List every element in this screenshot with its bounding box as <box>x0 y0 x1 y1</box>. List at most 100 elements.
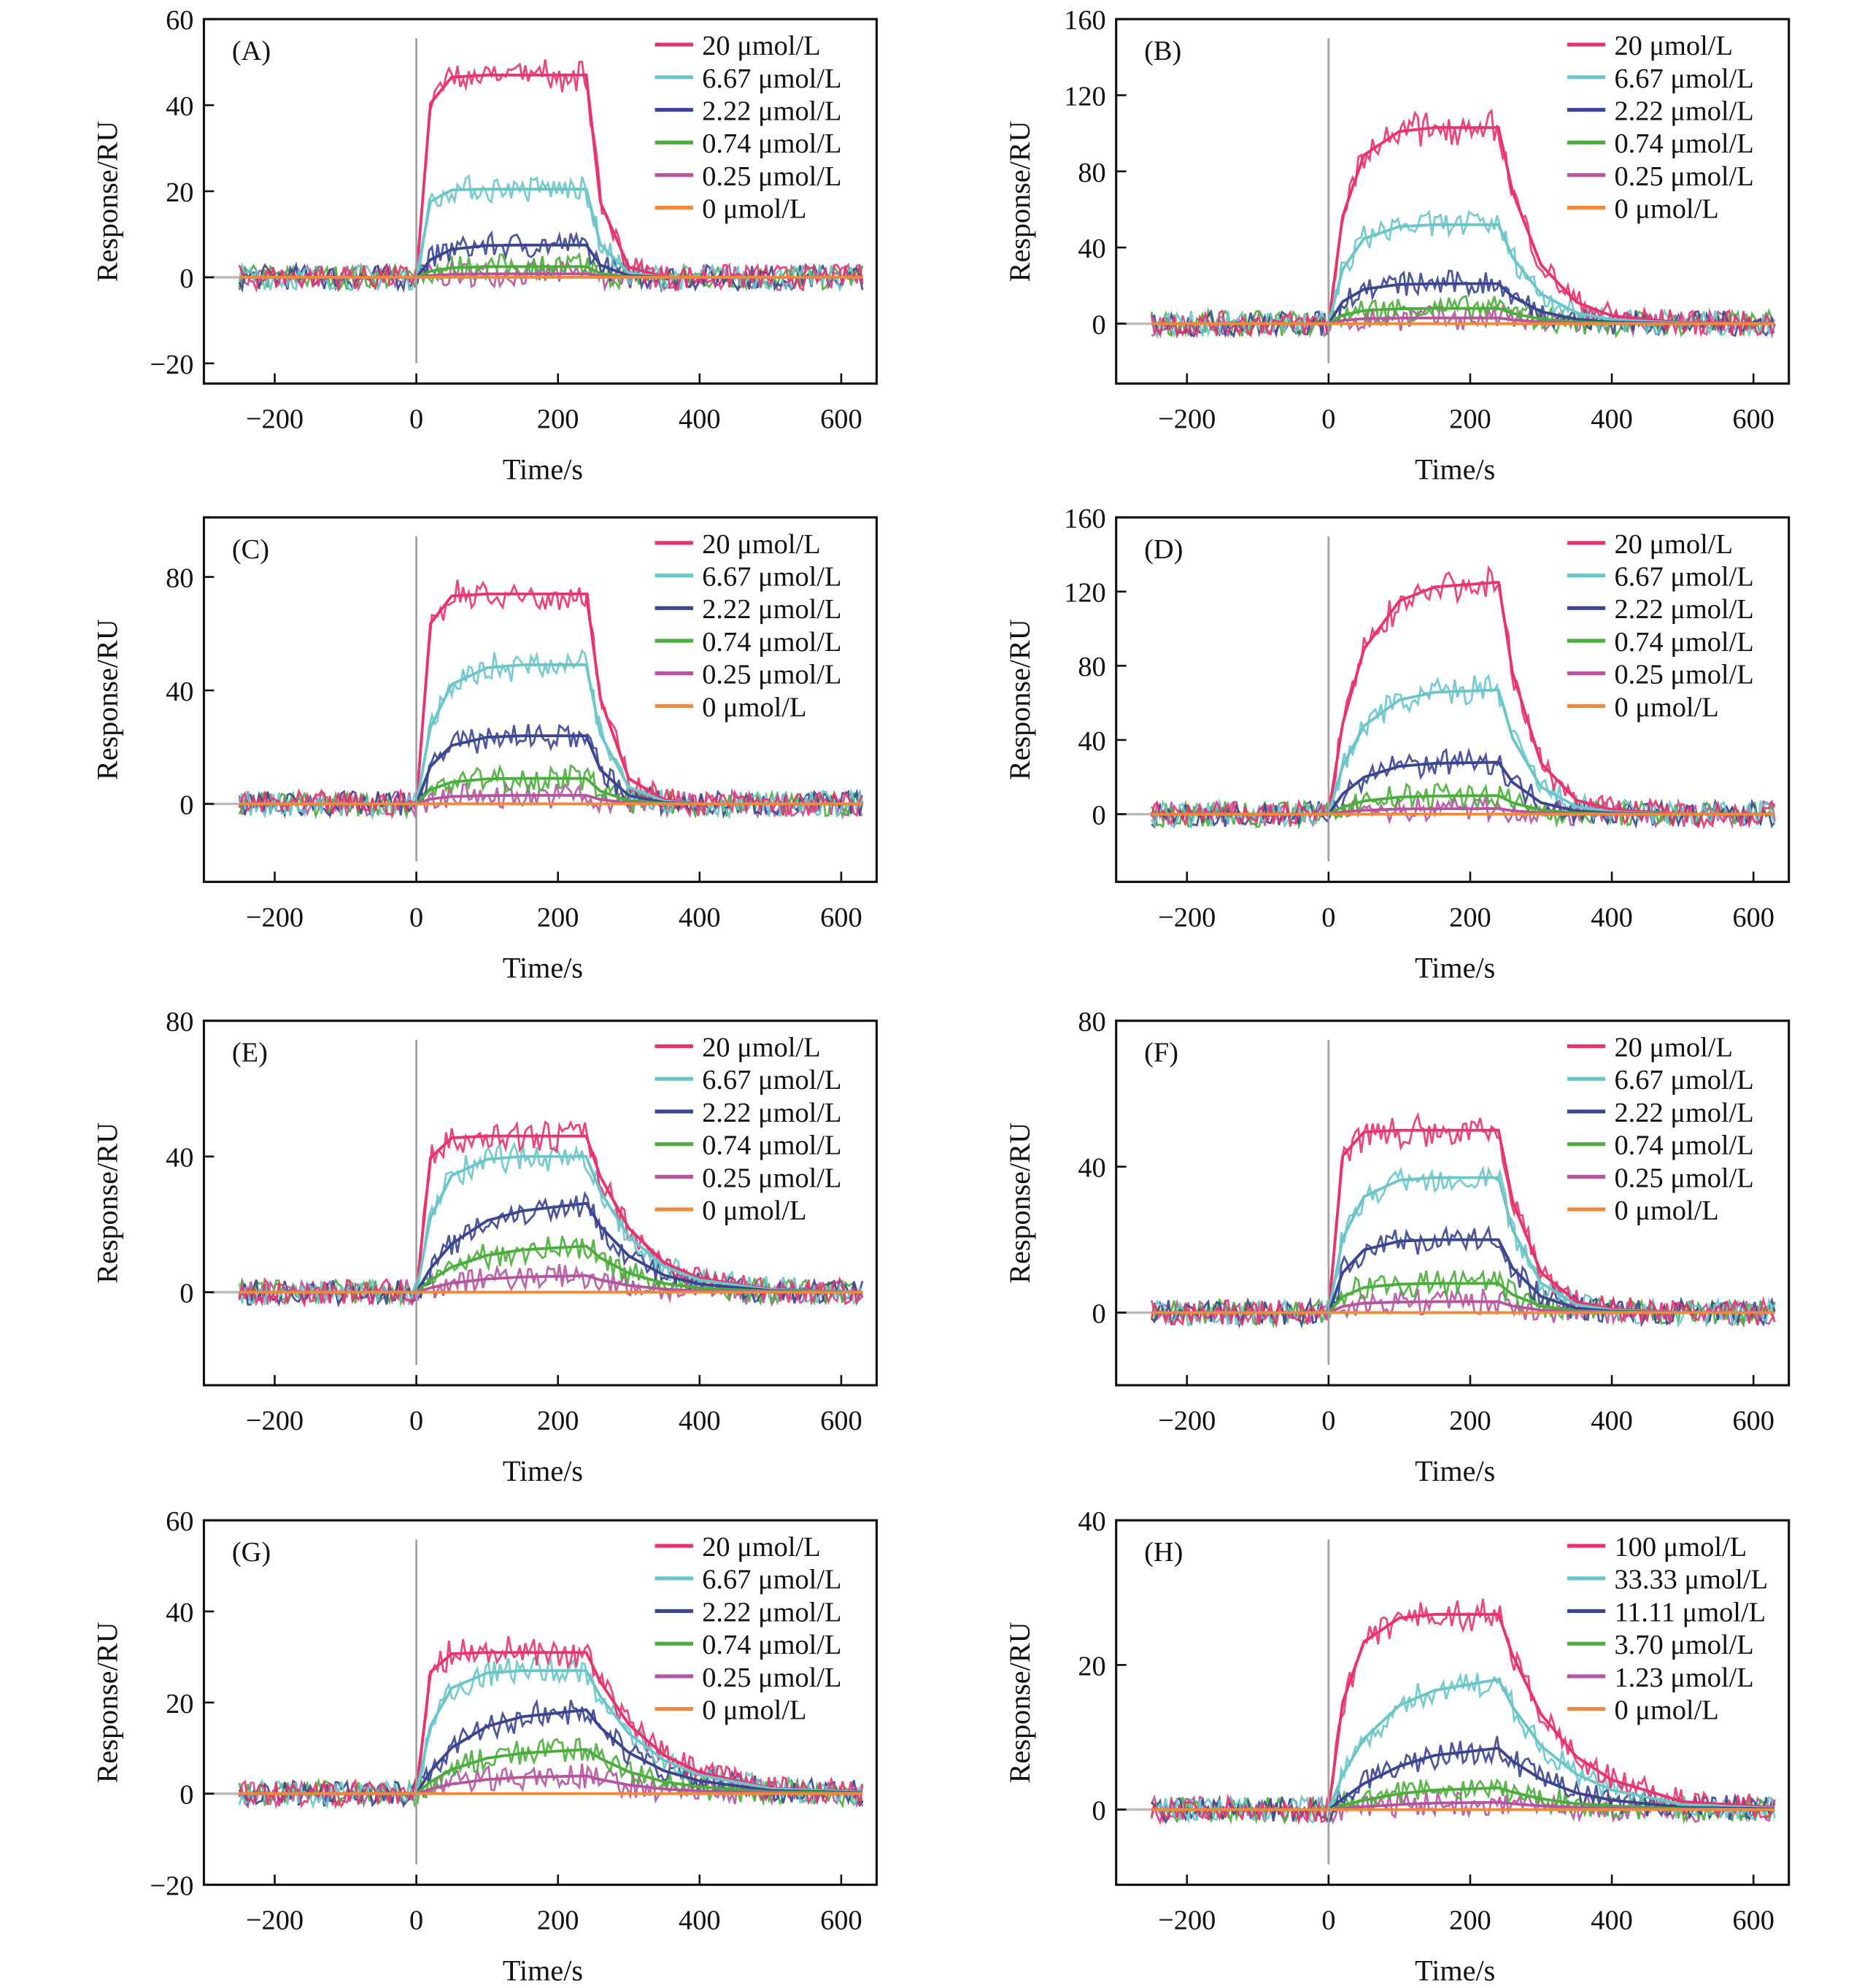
x-tick-label: 0 <box>409 404 423 435</box>
legend-label: 0.25 μmol/L <box>702 660 841 690</box>
y-tick-label: 80 <box>1078 652 1105 682</box>
legend-label: 20 μmol/L <box>1614 1033 1732 1063</box>
y-tick-label: 40 <box>166 1598 193 1628</box>
x-tick-label: 200 <box>537 1406 579 1436</box>
legend-label: 6.67 μmol/L <box>702 1065 841 1095</box>
legend-label: 6.67 μmol/L <box>1614 562 1753 593</box>
legend-label: 0.74 μmol/L <box>702 1130 841 1161</box>
panel-label: (A) <box>232 36 271 66</box>
y-tick-label: 0 <box>179 1279 193 1309</box>
x-tick-label: 600 <box>820 902 862 933</box>
y-tick-label: 60 <box>166 1506 193 1537</box>
legend-label: 0.25 μmol/L <box>702 1163 841 1193</box>
legend-label: 0 μmol/L <box>1614 1195 1718 1226</box>
plot-area <box>204 579 864 821</box>
legend-label: 0.25 μmol/L <box>1614 1163 1753 1193</box>
raw-curve-0 <box>238 1120 864 1308</box>
plot-frame <box>202 516 878 883</box>
x-tick-label: 600 <box>1732 1906 1774 1936</box>
legend-label: 0 μmol/L <box>702 692 806 723</box>
legend-label: 100 μmol/L <box>1614 1532 1747 1563</box>
legend-label: 6.67 μmol/L <box>1614 63 1753 94</box>
x-tick-label: 400 <box>679 1906 721 1936</box>
x-tick-label: 400 <box>1591 902 1633 933</box>
y-axis-title: Response/RU <box>1003 120 1036 282</box>
x-axis-title: Time/s <box>1415 1455 1495 1487</box>
legend-label: 2.22 μmol/L <box>1614 1098 1753 1128</box>
x-tick-label: 200 <box>537 1906 579 1936</box>
legend: 20 μmol/L6.67 μmol/L2.22 μmol/L0.74 μmol… <box>1567 529 1754 723</box>
y-tick-label: 0 <box>179 263 193 294</box>
plot-frame <box>1115 516 1791 883</box>
x-tick-label: 0 <box>1321 902 1335 933</box>
raw-curve-0 <box>1150 1111 1776 1328</box>
y-tick-label: 20 <box>1078 1651 1105 1681</box>
legend-label: 0 μmol/L <box>702 1195 806 1226</box>
panel-g: −200 0 200 400 600−200204060Time/sResponse/R… <box>91 1506 878 1987</box>
legend: 20 μmol/L6.67 μmol/L2.22 μmol/L0.74 μmol… <box>654 31 841 225</box>
x-tick-label: 600 <box>1732 404 1774 435</box>
legend-label: 0.74 μmol/L <box>1614 128 1753 159</box>
y-tick-label: 0 <box>1092 309 1106 340</box>
x-tick-label: 200 <box>1449 902 1491 933</box>
legend-label: 33.33 μmol/L <box>1614 1565 1767 1595</box>
legend-label: 3.70 μmol/L <box>1614 1630 1753 1660</box>
legend-label: 2.22 μmol/L <box>702 1597 841 1627</box>
x-tick-label: −200 <box>1158 404 1216 435</box>
y-tick-label: 20 <box>166 1689 193 1719</box>
x-tick-label: 400 <box>679 404 721 435</box>
y-tick-label: 80 <box>166 1007 193 1038</box>
legend-label: 20 μmol/L <box>702 1033 820 1063</box>
y-tick-label: 0 <box>1092 1299 1106 1330</box>
plot-frame <box>202 1020 878 1387</box>
x-tick-label: 600 <box>820 1406 862 1436</box>
legend-label: 0.74 μmol/L <box>1614 627 1753 658</box>
y-tick-label: 20 <box>166 177 193 208</box>
raw-curve-2 <box>239 1190 864 1308</box>
x-tick-label: 200 <box>537 902 579 933</box>
x-tick-label: 600 <box>820 404 862 435</box>
panel-a: −200 0 200 400 600−200204060Time/sResponse/R… <box>91 5 878 486</box>
x-tick-label: 600 <box>1732 902 1774 933</box>
panel-label: (G) <box>232 1537 271 1568</box>
x-tick-label: −200 <box>1158 902 1216 933</box>
y-tick-label: 40 <box>1078 1506 1105 1537</box>
x-tick-label: 600 <box>1732 1406 1774 1436</box>
legend-label: 0.74 μmol/L <box>1614 1130 1753 1161</box>
y-tick-label: 60 <box>166 5 193 36</box>
x-tick-label: −200 <box>246 404 304 435</box>
y-axis-title: Response/RU <box>1003 1122 1036 1284</box>
legend-label: 6.67 μmol/L <box>1614 1065 1753 1095</box>
panel-b: −200 0 200 400 600 0 40 80 120 160 Time/s Response/… <box>1003 5 1791 486</box>
y-tick-label: 0 <box>179 790 193 820</box>
y-tick-label: 80 <box>1078 1007 1105 1038</box>
x-tick-label: 400 <box>1591 1906 1633 1936</box>
legend-label: 2.22 μmol/L <box>1614 96 1753 126</box>
y-axis-title: Response/RU <box>1003 619 1036 780</box>
legend-label: 2.22 μmol/L <box>702 594 841 625</box>
plot-frame <box>1115 1020 1791 1387</box>
y-axis-title: Response/RU <box>91 1622 124 1783</box>
y-tick-label: −20 <box>150 350 193 380</box>
x-tick-label: 0 <box>409 1406 423 1436</box>
x-tick-label: 0 <box>409 902 423 933</box>
legend-label: 11.11 μmol/L <box>1614 1597 1766 1627</box>
panel-label: (D) <box>1144 534 1183 565</box>
legend: 100 μmol/L33.33 μmol/L11.11 μmol/L3.70 μ… <box>1567 1532 1768 1726</box>
legend-label: 20 μmol/L <box>702 1532 820 1563</box>
plot-frame <box>1115 18 1791 385</box>
raw-curve-0 <box>238 59 864 293</box>
panel-c: −200 0 200 400 600 0 40 80 Time/s Response/RU (C) 2… <box>91 516 878 984</box>
panel-label: (F) <box>1144 1038 1178 1068</box>
legend: 20 μmol/L6.67 μmol/L2.22 μmol/L0.74 μmol… <box>1567 31 1754 225</box>
raw-curve-0 <box>238 579 864 819</box>
x-tick-label: 400 <box>679 1406 721 1436</box>
panel-label: (C) <box>232 534 269 565</box>
legend: 20 μmol/L6.67 μmol/L2.22 μmol/L0.74 μmol… <box>654 1532 841 1726</box>
legend-label: 6.67 μmol/L <box>702 562 841 593</box>
raw-curve-2 <box>1151 1225 1776 1330</box>
x-tick-label: 0 <box>1321 1406 1335 1436</box>
legend-label: 0 μmol/L <box>1614 1695 1718 1726</box>
x-axis-title: Time/s <box>1415 1954 1495 1987</box>
